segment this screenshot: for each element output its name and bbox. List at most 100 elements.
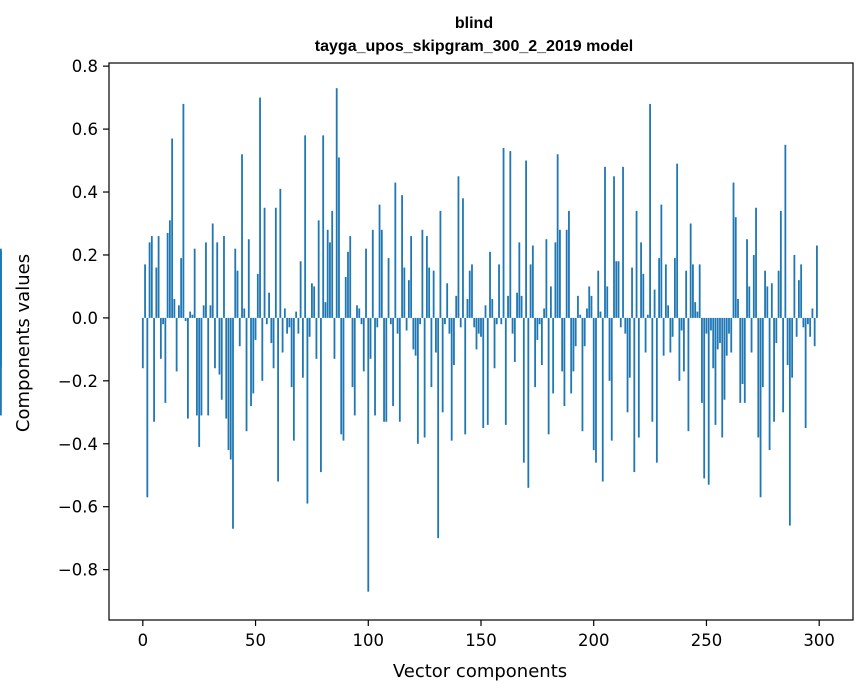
- x-tick-label: 50: [245, 631, 266, 650]
- bar-225: [649, 103, 651, 318]
- bar-76: [313, 286, 316, 318]
- bar-157: [495, 317, 498, 325]
- y-tick-label: −0.4: [58, 435, 98, 454]
- bar-20: [187, 317, 189, 419]
- bar-282: [777, 270, 780, 318]
- bar-299: [816, 245, 818, 318]
- bar-250: [705, 317, 708, 334]
- bar-5: [153, 317, 155, 422]
- y-tick-label: 0.8: [72, 57, 98, 76]
- bar-110: [389, 317, 392, 325]
- bar-164: [511, 317, 514, 334]
- bar-195: [581, 317, 584, 432]
- bar-105: [378, 204, 381, 318]
- bar-66: [290, 317, 293, 388]
- bar-124: [421, 229, 424, 318]
- bar-142: [462, 198, 464, 318]
- bar-46: [245, 317, 248, 432]
- bar-147: [473, 317, 476, 328]
- bar-240: [683, 317, 685, 372]
- bar-196: [583, 317, 586, 347]
- bar-29: [207, 317, 210, 416]
- bar-265: [739, 317, 742, 403]
- bar-47: [247, 239, 250, 318]
- bar-92: [349, 236, 352, 318]
- bar-9: [162, 317, 165, 325]
- bar-191: [572, 317, 575, 372]
- bar-275: [761, 317, 764, 388]
- bar-14: [173, 299, 176, 318]
- bar-271: [752, 254, 755, 318]
- y-tick-label: 0.2: [72, 246, 98, 265]
- bar-263: [734, 217, 737, 318]
- bar-226: [651, 317, 654, 422]
- bar-152: [484, 305, 487, 318]
- bar-264: [737, 299, 739, 318]
- bar-43: [238, 317, 241, 347]
- y-tick-label: −0.6: [58, 498, 98, 517]
- bar-71: [301, 317, 304, 378]
- bar-229: [658, 258, 661, 318]
- bar-244: [692, 264, 694, 318]
- bar-62: [281, 317, 284, 353]
- bar-19: [184, 317, 187, 322]
- bar-222: [642, 273, 645, 318]
- bar-177: [540, 317, 543, 366]
- bar-150: [480, 317, 482, 337]
- x-axis-label: Vector components: [393, 661, 567, 682]
- y-tick-label: 0.6: [72, 120, 98, 139]
- bar-65: [288, 317, 291, 328]
- bar-291: [797, 280, 800, 318]
- bar-160: [502, 147, 505, 318]
- bar-129: [432, 270, 435, 318]
- bar-16: [177, 305, 180, 318]
- bar-266: [741, 317, 744, 384]
- bar-74: [308, 317, 311, 337]
- bar-101: [369, 317, 372, 359]
- bar-85: [333, 317, 336, 359]
- bar-261: [730, 317, 733, 353]
- bar-90: [344, 276, 347, 318]
- bar-214: [624, 317, 627, 334]
- bar-79: [320, 317, 322, 473]
- bar-118: [407, 280, 410, 318]
- bar-296: [809, 317, 812, 337]
- x-tick-label: 0: [138, 631, 149, 650]
- bar-96: [358, 308, 361, 318]
- bar-7: [157, 236, 160, 318]
- bar-268: [746, 239, 748, 318]
- bar-11: [166, 232, 169, 318]
- bar-141: [459, 317, 462, 328]
- bar-210: [615, 261, 618, 318]
- bar-116: [403, 267, 406, 318]
- chart-title: blind: [455, 15, 493, 32]
- bar-18: [182, 103, 185, 318]
- bar-27: [202, 305, 205, 318]
- y-tick-label: 0.4: [72, 183, 98, 202]
- bar-217: [631, 267, 633, 318]
- bar-287: [788, 317, 791, 526]
- bar-219: [635, 210, 638, 318]
- bar-103: [374, 317, 376, 416]
- bar-159: [500, 317, 503, 325]
- bar-184: [556, 154, 559, 318]
- bar-193: [577, 295, 579, 318]
- bar-280: [773, 317, 775, 422]
- bar-63: [283, 308, 286, 318]
- bar-22: [191, 314, 194, 318]
- bar-40: [232, 317, 234, 529]
- x-axis-ticks: 0 50 100 150 200 250 300: [138, 620, 835, 650]
- y-tick-label: 0.0: [72, 309, 98, 328]
- bar-211: [617, 261, 620, 318]
- bar-218: [633, 317, 636, 473]
- bar-137: [450, 317, 453, 441]
- bar-95: [356, 305, 358, 318]
- plot-frame: [108, 62, 854, 621]
- bar-239: [680, 317, 683, 331]
- bar-245: [694, 302, 697, 318]
- bar-178: [543, 308, 546, 318]
- bar-205: [604, 166, 606, 318]
- bar-182: [552, 317, 555, 394]
- bar-163: [509, 151, 512, 318]
- bar-119: [410, 236, 413, 318]
